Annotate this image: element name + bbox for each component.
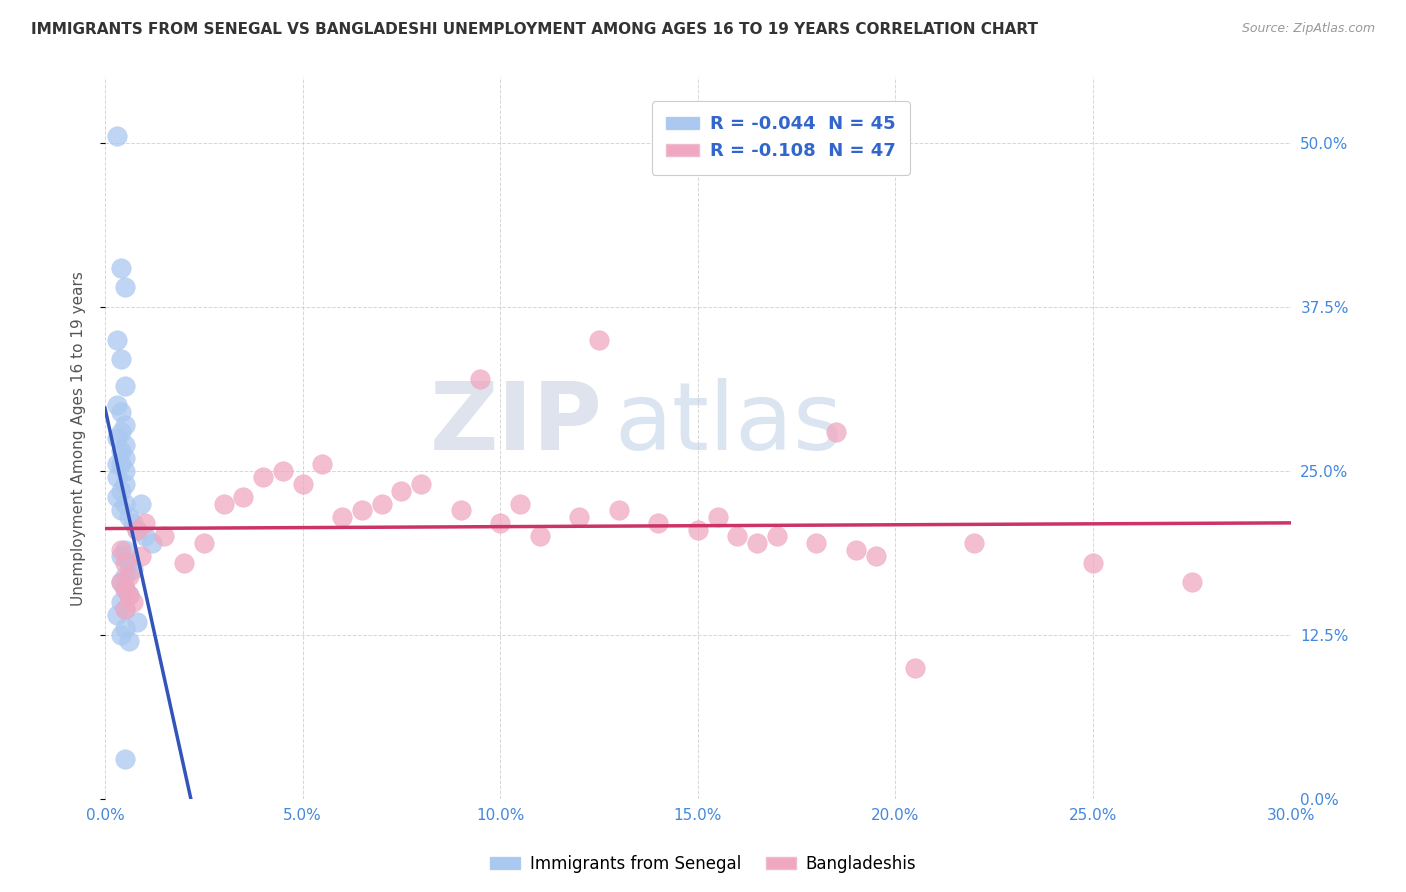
Point	[114, 569, 136, 583]
Point	[252, 470, 274, 484]
Point	[291, 477, 314, 491]
Point	[529, 529, 551, 543]
Point	[121, 595, 143, 609]
Point	[105, 490, 128, 504]
Point	[118, 589, 141, 603]
Point	[110, 260, 132, 275]
Point	[509, 497, 531, 511]
Point	[806, 536, 828, 550]
Point	[686, 523, 709, 537]
Point	[141, 536, 163, 550]
Point	[110, 352, 132, 367]
Point	[568, 509, 591, 524]
Point	[647, 516, 669, 531]
Point	[110, 549, 132, 563]
Point	[105, 458, 128, 472]
Point	[963, 536, 986, 550]
Point	[745, 536, 768, 550]
Point	[114, 280, 136, 294]
Point	[114, 378, 136, 392]
Point	[121, 562, 143, 576]
Point	[110, 425, 132, 439]
Point	[114, 601, 136, 615]
Point	[706, 509, 728, 524]
Text: IMMIGRANTS FROM SENEGAL VS BANGLADESHI UNEMPLOYMENT AMONG AGES 16 TO 19 YEARS CO: IMMIGRANTS FROM SENEGAL VS BANGLADESHI U…	[31, 22, 1038, 37]
Point	[118, 589, 141, 603]
Point	[110, 405, 132, 419]
Point	[110, 575, 132, 590]
Point	[110, 628, 132, 642]
Point	[232, 490, 254, 504]
Point	[118, 569, 141, 583]
Point	[825, 425, 848, 439]
Legend: Immigrants from Senegal, Bangladeshis: Immigrants from Senegal, Bangladeshis	[482, 848, 924, 880]
Point	[153, 529, 176, 543]
Point	[1081, 556, 1104, 570]
Text: ZIP: ZIP	[430, 377, 603, 470]
Point	[114, 752, 136, 766]
Point	[114, 464, 136, 478]
Point	[370, 497, 392, 511]
Point	[904, 660, 927, 674]
Point	[105, 608, 128, 623]
Point	[489, 516, 512, 531]
Point	[114, 477, 136, 491]
Point	[114, 450, 136, 465]
Point	[271, 464, 294, 478]
Point	[129, 549, 152, 563]
Point	[125, 615, 148, 629]
Point	[766, 529, 789, 543]
Text: atlas: atlas	[614, 377, 844, 470]
Point	[110, 575, 132, 590]
Point	[350, 503, 373, 517]
Point	[114, 542, 136, 557]
Point	[121, 516, 143, 531]
Point	[114, 601, 136, 615]
Text: Source: ZipAtlas.com: Source: ZipAtlas.com	[1241, 22, 1375, 36]
Point	[450, 503, 472, 517]
Point	[193, 536, 215, 550]
Point	[110, 444, 132, 458]
Point	[725, 529, 748, 543]
Point	[588, 333, 610, 347]
Point	[311, 458, 333, 472]
Point	[114, 417, 136, 432]
Point	[118, 556, 141, 570]
Point	[114, 621, 136, 635]
Point	[470, 372, 492, 386]
Point	[110, 503, 132, 517]
Point	[134, 529, 156, 543]
Point	[105, 398, 128, 412]
Point	[1181, 575, 1204, 590]
Point	[118, 634, 141, 648]
Point	[125, 523, 148, 537]
Point	[411, 477, 433, 491]
Point	[114, 582, 136, 596]
Point	[110, 595, 132, 609]
Point	[114, 582, 136, 596]
Point	[114, 437, 136, 451]
Point	[129, 497, 152, 511]
Point	[105, 431, 128, 445]
Point	[114, 497, 136, 511]
Point	[105, 129, 128, 144]
Point	[865, 549, 887, 563]
Point	[105, 333, 128, 347]
Y-axis label: Unemployment Among Ages 16 to 19 years: Unemployment Among Ages 16 to 19 years	[72, 270, 86, 606]
Point	[134, 516, 156, 531]
Point	[607, 503, 630, 517]
Point	[110, 483, 132, 498]
Legend: R = -0.044  N = 45, R = -0.108  N = 47: R = -0.044 N = 45, R = -0.108 N = 47	[652, 101, 910, 175]
Point	[110, 542, 132, 557]
Point	[105, 470, 128, 484]
Point	[173, 556, 195, 570]
Point	[125, 523, 148, 537]
Point	[110, 458, 132, 472]
Point	[330, 509, 353, 524]
Point	[845, 542, 868, 557]
Point	[114, 556, 136, 570]
Point	[389, 483, 412, 498]
Point	[212, 497, 235, 511]
Point	[118, 509, 141, 524]
